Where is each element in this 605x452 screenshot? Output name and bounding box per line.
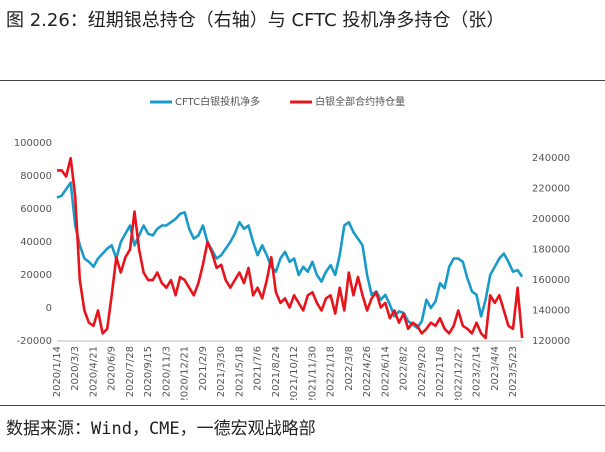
chart: -20000 0 20000 40000 60000 80000 100000 120000 1…: [14, 95, 570, 400]
x-tick-label: 2020/12/21: [180, 346, 191, 400]
y-tick-label: 100000: [14, 138, 52, 149]
x-tick-label: 2022/4/26: [362, 346, 373, 397]
y-tick-label: -20000: [17, 336, 52, 347]
y2-tick-label: 140000: [532, 306, 570, 317]
rule: [0, 405, 605, 406]
y2-tick-label: 120000: [532, 336, 570, 347]
y-tick-label: 40000: [20, 237, 52, 248]
legend-label: 白银全部合约持仓量: [315, 95, 405, 108]
x-tick-label: 2021/2/9: [198, 346, 209, 391]
x-tick-label: 2020/6/9: [107, 346, 118, 391]
x-tick-label: 2022/12/27: [453, 346, 464, 400]
series-line: [56, 181, 524, 330]
series-line: [57, 156, 524, 340]
y-tick-label: 20000: [20, 270, 52, 281]
y2-tick-label: 180000: [532, 245, 570, 256]
x-tick-label: 2021/7/6: [253, 346, 264, 391]
x-tick-label: 2020/7/28: [125, 346, 136, 397]
x-tick-label: 2021/5/18: [234, 346, 245, 397]
x-tick-label: 2020/4/21: [88, 346, 99, 397]
x-tick-label: 2022/8/2: [399, 346, 410, 391]
x-tick-label: 2020/1/14: [52, 346, 63, 397]
rule: [0, 80, 605, 81]
y2-tick-label: 220000: [532, 184, 570, 195]
x-tick-label: 2022/11/8: [435, 346, 446, 397]
x-tick-label: 2023/4/4: [490, 346, 501, 391]
y2-tick-label: 160000: [532, 275, 570, 286]
y2-tick-label: 200000: [532, 214, 570, 225]
x-tick-label: 2022/3/8: [344, 346, 355, 391]
x-tick-label: 2021/11/30: [307, 346, 318, 400]
x-tick-label: 2022/9/20: [417, 346, 428, 397]
x-tick-label: 2021/10/12: [289, 346, 300, 400]
x-tick-label: 2021/8/24: [271, 346, 282, 397]
y-tick-label: 60000: [20, 204, 52, 215]
x-tick-label: 2021/3/30: [216, 346, 227, 397]
source: 数据来源：Wind，CME，一德宏观战略部: [6, 419, 316, 439]
y2-tick-label: 240000: [532, 153, 570, 164]
x-tick-label: 2023/5/23: [508, 346, 519, 397]
y-tick-label: 0: [46, 303, 52, 314]
x-tick-label: 2020/11/3: [161, 346, 172, 397]
x-tick-label: 2020/3/3: [70, 346, 81, 391]
x-tick-label: 2020/9/15: [143, 346, 154, 397]
y-tick-label: 80000: [20, 171, 52, 182]
x-tick-label: 2023/2/14: [472, 346, 483, 397]
title: 图 2.26：纽期银总持仓（右轴）与 CFTC 投机净多持仓（张）: [6, 10, 505, 31]
x-tick-label: 2022/6/14: [380, 346, 391, 397]
legend-label: CFTC白银投机净多: [175, 95, 260, 108]
x-tick-label: 2022/1/18: [326, 346, 337, 397]
